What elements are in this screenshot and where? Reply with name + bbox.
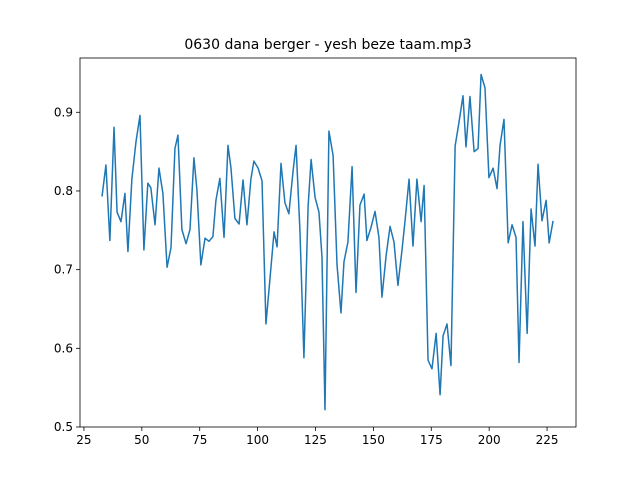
x-tick-label: 125 [304, 433, 327, 447]
x-tick-label: 175 [420, 433, 443, 447]
chart-title: 0630 dana berger - yesh beze taam.mp3 [184, 37, 471, 53]
x-tick-label: 100 [246, 433, 269, 447]
axes-frame [79, 57, 577, 428]
y-tick-label: 0.6 [54, 341, 73, 355]
x-tick-label: 25 [76, 433, 91, 447]
y-tick-label: 0.7 [54, 263, 73, 277]
x-tick-label: 225 [536, 433, 559, 447]
x-tick-label: 200 [478, 433, 501, 447]
x-tick-label: 150 [362, 433, 385, 447]
x-tick-label: 75 [192, 433, 207, 447]
y-tick-label: 0.5 [54, 420, 73, 434]
line [101, 73, 554, 411]
y-tick-label: 0.8 [54, 184, 73, 198]
x-tick-label: 50 [134, 433, 149, 447]
y-tick-label: 0.9 [54, 105, 73, 119]
